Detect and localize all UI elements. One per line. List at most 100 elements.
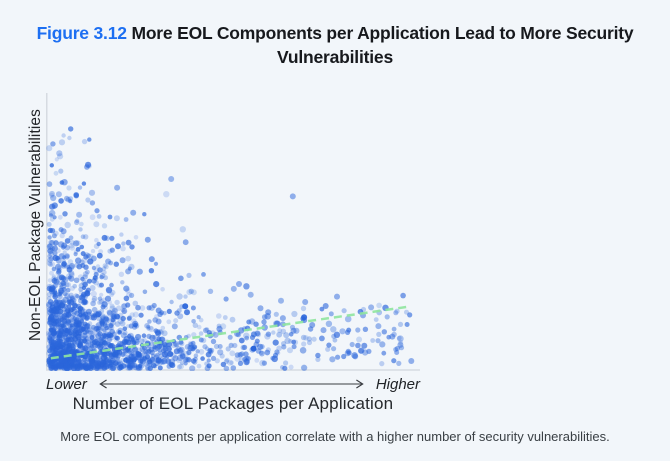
scatter-point: [54, 315, 61, 322]
scatter-point: [261, 319, 267, 325]
scatter-point: [408, 358, 415, 364]
scatter-point: [61, 259, 67, 264]
scatter-point: [334, 293, 340, 300]
scatter-point: [397, 341, 404, 348]
scatter-point: [139, 346, 145, 352]
scatter-point: [328, 311, 334, 317]
scatter-point: [122, 330, 128, 336]
scatter-point: [101, 351, 108, 358]
scatter-point: [55, 320, 62, 327]
scatter-point: [88, 330, 95, 338]
scatter-point: [301, 314, 308, 321]
scatter-point: [165, 354, 170, 359]
scatter-point: [90, 330, 96, 336]
scatter-point: [62, 255, 67, 260]
scatter-point: [103, 305, 109, 310]
scatter-point: [132, 346, 138, 353]
scatter-point: [70, 365, 76, 371]
scatter-point: [101, 266, 107, 271]
scatter-point: [57, 292, 62, 297]
scatter-point: [106, 333, 112, 338]
scatter-point: [366, 348, 372, 354]
scatter-point: [238, 337, 245, 344]
scatter-point: [134, 324, 140, 329]
scatter-point: [101, 301, 108, 308]
scatter-point: [87, 253, 94, 260]
scatter-point: [75, 218, 80, 223]
scatter-point: [82, 308, 88, 314]
scatter-point: [59, 232, 65, 239]
scatter-point: [259, 350, 265, 357]
scatter-point: [87, 346, 93, 352]
scatter-point: [129, 244, 135, 250]
scatter-point: [61, 260, 67, 267]
scatter-point: [186, 349, 192, 356]
scatter-point: [130, 337, 135, 342]
scatter-point: [114, 321, 121, 327]
scatter-point: [246, 319, 252, 325]
scatter-point: [272, 352, 279, 358]
scatter-point: [69, 358, 75, 365]
scatter-point: [135, 364, 142, 371]
scatter-point: [48, 239, 54, 245]
scatter-point: [259, 344, 265, 350]
scatter-point: [62, 211, 68, 217]
scatter-point: [188, 288, 194, 294]
scatter-point: [94, 237, 99, 243]
scatter-point: [238, 327, 245, 334]
scatter-point: [117, 318, 124, 325]
scatter-point: [128, 365, 133, 370]
scatter-point: [102, 263, 108, 269]
scatter-point: [289, 193, 296, 200]
scatter-point: [196, 363, 202, 369]
scatter-point: [76, 357, 82, 363]
scatter-point: [280, 328, 287, 335]
scatter-point: [288, 364, 294, 370]
scatter-point: [76, 211, 83, 218]
scatter-point: [75, 324, 82, 331]
scatter-point: [135, 365, 141, 371]
scatter-point: [83, 254, 89, 260]
scatter-point: [103, 315, 110, 322]
scatter-point: [127, 332, 134, 339]
scatter-point: [198, 317, 204, 323]
scatter-point: [54, 157, 59, 162]
scatter-point: [69, 240, 76, 246]
scatter-point: [78, 312, 84, 317]
scatter-point: [191, 332, 197, 338]
scatter-point: [48, 365, 55, 371]
scatter-point: [60, 280, 67, 286]
scatter-point: [166, 308, 172, 314]
scatter-point: [55, 305, 61, 311]
scatter-point: [74, 331, 81, 339]
scatter-point: [381, 329, 387, 335]
scatter-point: [216, 313, 222, 319]
scatter-point: [52, 283, 59, 289]
scatter-point: [315, 352, 321, 359]
scatter-point: [72, 323, 79, 330]
scatter-point: [356, 336, 363, 343]
scatter-point: [309, 322, 316, 328]
scatter-point: [77, 341, 84, 348]
scatter-point: [94, 208, 100, 214]
scatter-point: [72, 283, 77, 289]
scatter-point: [84, 164, 90, 170]
scatter-point: [109, 235, 115, 241]
scatter-point: [120, 280, 125, 285]
scatter-point: [76, 303, 82, 309]
scatter-point: [242, 356, 248, 362]
scatter-point: [306, 336, 312, 342]
scatter-point: [127, 358, 134, 365]
scatter-point: [46, 306, 53, 313]
scatter-point: [123, 295, 130, 302]
scatter-point: [261, 360, 267, 366]
scatter-point: [123, 217, 129, 222]
scatter-point: [349, 341, 355, 348]
scatter-point: [125, 347, 131, 353]
scatter-point: [168, 176, 175, 182]
scatter-point: [47, 247, 54, 254]
scatter-point: [49, 305, 54, 311]
scatter-point: [180, 361, 185, 366]
scatter-point: [223, 358, 230, 364]
scatter-point: [50, 285, 56, 291]
